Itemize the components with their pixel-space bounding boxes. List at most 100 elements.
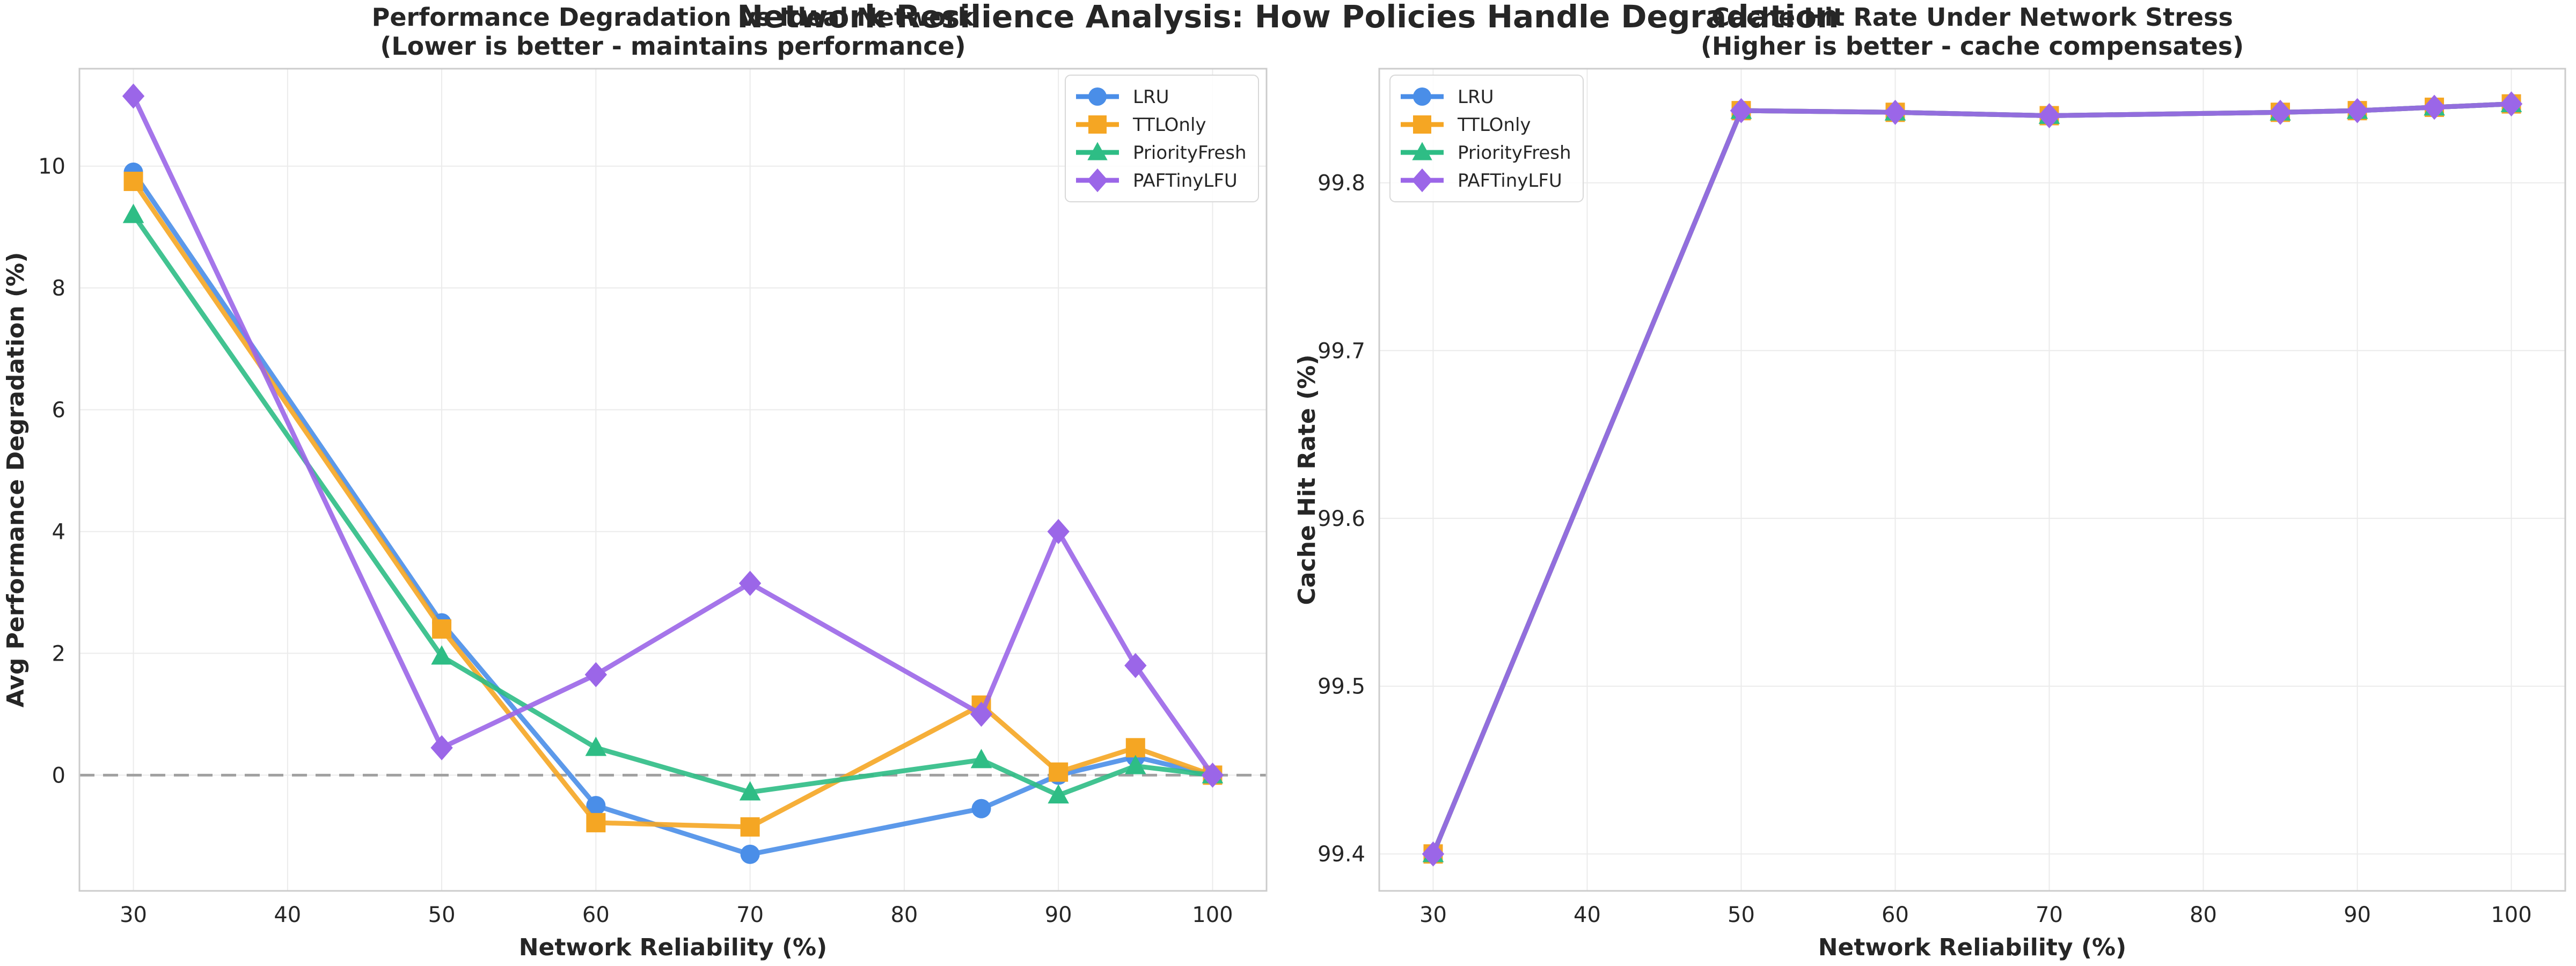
data-point-paftinylfu (2500, 91, 2523, 117)
plot-background (1379, 69, 2565, 891)
legend-box (1065, 75, 1259, 202)
y-tick-label: 99.4 (1318, 842, 1365, 867)
legend-label-lru: LRU (1133, 86, 1169, 108)
x-axis-label: Network Reliability (%) (519, 934, 828, 961)
chart-title: Cache Hit Rate Under Network Stress (1711, 3, 2233, 32)
x-tick-label: 40 (1574, 903, 1601, 927)
x-tick-label: 60 (582, 903, 610, 927)
y-tick-label: 99.8 (1318, 171, 1365, 196)
data-point-paftinylfu (1730, 98, 1753, 123)
x-axis-label: Network Reliability (%) (1818, 934, 2127, 961)
chart-subtitle: (Lower is better - maintains performance… (380, 32, 965, 61)
x-tick-label: 70 (736, 903, 764, 927)
y-tick-label: 8 (52, 276, 65, 301)
chart-title: Performance Degradation vs Ideal Network (372, 3, 975, 32)
y-tick-label: 4 (52, 519, 65, 544)
series-line-ttlonly (131, 179, 1215, 830)
legend-label-ttlonly: TTLOnly (1457, 114, 1531, 136)
data-point-paftinylfu (1124, 653, 1147, 678)
data-point-priorityfresh (585, 736, 607, 756)
legend: LRU TTLOnly PriorityFresh PAFTinyLFU (1389, 75, 1584, 202)
legend-label-paftinylfu: PAFTinyLFU (1133, 170, 1238, 192)
legend-label-lru: LRU (1458, 86, 1494, 108)
x-tick-label: 70 (2036, 903, 2063, 927)
y-tick-label: 0 (52, 763, 65, 788)
data-point-paftinylfu (1201, 762, 1224, 788)
x-tick-label: 100 (1192, 903, 1233, 927)
data-point-paftinylfu (122, 83, 145, 109)
x-tick-label: 80 (890, 903, 918, 927)
x-tick-label: 60 (1882, 903, 1909, 927)
legend-marker-priorityfresh (1412, 142, 1432, 160)
data-point-paftinylfu (2423, 94, 2446, 120)
series-line-paftinylfu (131, 93, 1215, 778)
x-tick-label: 30 (1419, 903, 1447, 927)
x-tick-label: 90 (2344, 903, 2371, 927)
data-point-paftinylfu (738, 570, 762, 596)
legend-label-priorityfresh: PriorityFresh (1458, 142, 1571, 164)
legend-marker-paftinylfu (1411, 168, 1433, 193)
data-point-ttlonly (432, 619, 452, 639)
x-tick-label: 100 (2491, 903, 2531, 927)
x-tick-label: 90 (1045, 903, 1072, 927)
y-tick-label: 6 (52, 398, 65, 422)
series-line-paftinylfu (1430, 101, 2514, 857)
data-point-paftinylfu (1422, 841, 1445, 867)
y-axis-label: Avg Performance Degradation (%) (2, 252, 30, 708)
y-tick-label: 2 (52, 641, 65, 666)
plot-frame (1378, 68, 2566, 892)
y-axis-label: Cache Hit Rate (%) (1293, 355, 1321, 605)
legend-label-priorityfresh: PriorityFresh (1133, 142, 1247, 164)
x-tick-label: 50 (428, 903, 456, 927)
data-point-lru (586, 796, 606, 816)
y-tick-label: 10 (38, 155, 65, 179)
data-point-lru (740, 844, 760, 864)
data-point-priorityfresh (739, 781, 761, 801)
y-tick-label: 99.7 (1318, 339, 1365, 363)
x-tick-label: 80 (2190, 903, 2217, 927)
data-point-ttlonly (740, 817, 760, 837)
data-point-priorityfresh (1048, 784, 1069, 804)
data-point-lru (971, 799, 991, 818)
x-tick-label: 30 (120, 903, 147, 927)
legend-box (1389, 75, 1584, 202)
data-point-paftinylfu (2269, 99, 2292, 125)
legend-marker-paftinylfu (1087, 168, 1108, 193)
x-tick-label: 40 (274, 903, 301, 927)
plot-frame (78, 68, 1268, 892)
data-point-paftinylfu (970, 701, 993, 727)
chart-subtitle: (Higher is better - cache compensates) (1701, 32, 2244, 61)
data-point-priorityfresh (1125, 755, 1146, 774)
data-point-paftinylfu (2346, 98, 2369, 123)
legend-marker-ttlonly (1413, 115, 1431, 134)
data-point-paftinylfu (584, 662, 608, 687)
legend-label-ttlonly: TTLOnly (1132, 114, 1206, 136)
chart-panel-1: 30 40 50 60 70 80 90 100 0 2 4 6 8 10 Performance Degr… (2, 3, 1268, 961)
series-line-priorityfresh (131, 212, 1215, 798)
legend-marker-priorityfresh (1087, 142, 1108, 160)
data-point-ttlonly (1049, 762, 1069, 782)
x-tick-label: 50 (1728, 903, 1755, 927)
plot-background (79, 69, 1267, 891)
data-point-ttlonly (1125, 738, 1145, 758)
series-paftinylfu (1422, 91, 2523, 867)
legend: LRU TTLOnly PriorityFresh PAFTinyLFU (1065, 75, 1259, 202)
data-point-paftinylfu (1047, 519, 1070, 544)
y-tick-label: 99.6 (1318, 507, 1365, 531)
data-point-priorityfresh (970, 749, 992, 769)
data-point-priorityfresh (122, 203, 144, 223)
figure-suptitle: Network Resilience Analysis: How Policie… (737, 0, 1839, 35)
chart-panel-2: 30 40 50 60 70 80 90 100 99.4 99.5 99.6 99.7 99.8 Cac… (1293, 3, 2566, 961)
y-tick-label: 99.5 (1318, 675, 1365, 699)
data-point-priorityfresh (431, 645, 452, 665)
legend-label-paftinylfu: PAFTinyLFU (1458, 170, 1562, 192)
data-point-paftinylfu (430, 735, 453, 760)
data-point-paftinylfu (1884, 99, 1907, 125)
data-point-ttlonly (586, 813, 606, 832)
data-point-ttlonly (123, 171, 143, 191)
legend-marker-lru (1413, 87, 1431, 106)
series-line-lru (131, 170, 1215, 857)
data-point-paftinylfu (2038, 103, 2061, 128)
